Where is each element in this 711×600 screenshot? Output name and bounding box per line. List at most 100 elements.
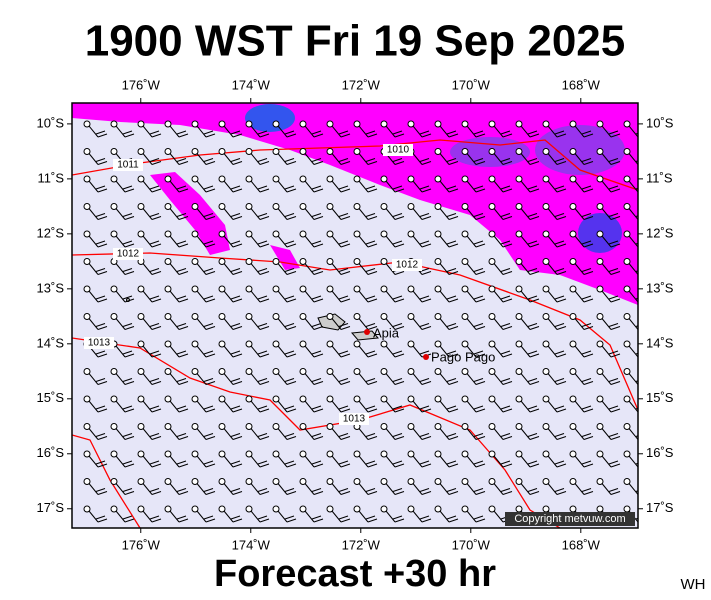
- barb-station: [299, 340, 307, 348]
- barb-staff: [358, 428, 369, 440]
- barb-feather: [365, 268, 376, 272]
- barb-station: [272, 148, 280, 155]
- barb-feather: [500, 295, 511, 300]
- wind-barb: [569, 395, 594, 413]
- barb-station: [137, 423, 145, 430]
- barb-staff: [520, 180, 531, 193]
- barb-staff: [601, 125, 612, 138]
- barb-feather: [313, 353, 324, 358]
- wind-barb: [569, 340, 594, 358]
- wind-barb: [353, 258, 378, 275]
- wind-barb: [434, 258, 459, 275]
- barb-feather: [610, 298, 621, 303]
- barb-station: [191, 120, 199, 128]
- barb-feather: [178, 463, 189, 468]
- barb-station: [83, 505, 91, 513]
- barb-feather: [203, 268, 214, 272]
- barb-feather: [527, 268, 538, 272]
- wind-barb: [380, 203, 405, 220]
- copyright: Copyright metvuw.com: [514, 513, 625, 525]
- barb-staff: [142, 153, 153, 165]
- x-tick-label: 174˚W: [232, 77, 271, 92]
- barb-feather: [394, 271, 405, 275]
- wind-barb: [623, 395, 638, 413]
- barb-staff: [142, 125, 153, 138]
- barb-feather: [448, 188, 459, 193]
- barb-station: [434, 175, 442, 183]
- barb-feather: [637, 466, 638, 467]
- barb-staff: [412, 153, 423, 165]
- barb-feather: [527, 405, 538, 410]
- barb-station: [272, 203, 280, 210]
- wind-barb: [515, 423, 540, 440]
- barb-feather: [556, 216, 567, 220]
- isobar-label: 1012: [396, 260, 419, 271]
- y-tick-label: 16˚S: [646, 445, 674, 460]
- barb-staff: [223, 428, 234, 440]
- barb-staff: [601, 208, 612, 220]
- barb-feather: [205, 381, 216, 385]
- wind-barb: [326, 450, 351, 468]
- barb-staff: [196, 373, 207, 385]
- barb-station: [461, 395, 469, 403]
- barb-feather: [421, 518, 432, 523]
- barb-station: [191, 450, 199, 458]
- barb-feather: [500, 460, 511, 465]
- barb-feather: [313, 463, 324, 468]
- barb-feather: [122, 460, 133, 465]
- barb-feather: [203, 515, 214, 520]
- barb-staff: [466, 318, 477, 330]
- barb-station: [326, 478, 334, 485]
- barb-feather: [232, 491, 243, 495]
- barb-station: [569, 423, 577, 430]
- x-tick-label: 170˚W: [452, 537, 491, 552]
- barb-feather: [311, 185, 322, 190]
- barb-station: [407, 505, 415, 513]
- barb-feather: [178, 436, 189, 440]
- barb-station: [380, 230, 388, 238]
- barb-station: [596, 368, 604, 375]
- barb-feather: [286, 436, 297, 440]
- barb-feather: [338, 460, 349, 465]
- barb-staff: [196, 290, 207, 303]
- barb-staff: [412, 345, 423, 358]
- barb-staff: [169, 290, 180, 303]
- barb-staff: [493, 290, 504, 303]
- barb-station: [245, 120, 253, 128]
- barb-feather: [259, 491, 270, 495]
- wind-barb: [110, 478, 135, 495]
- barb-staff: [142, 263, 153, 275]
- barb-staff: [439, 235, 450, 248]
- barb-feather: [286, 161, 297, 165]
- barb-staff: [304, 400, 315, 413]
- barb-feather: [232, 518, 243, 523]
- barb-staff: [385, 483, 396, 495]
- barb-staff: [439, 153, 450, 165]
- barb-feather: [311, 460, 322, 465]
- barb-feather: [554, 268, 565, 272]
- barb-station: [542, 175, 550, 183]
- barb-feather: [338, 433, 349, 437]
- wind-barb: [299, 258, 324, 275]
- wind-barb: [488, 423, 513, 440]
- barb-staff: [466, 345, 477, 358]
- y-tick-label: 17˚S: [646, 500, 674, 515]
- barb-staff: [304, 235, 315, 248]
- barb-station: [434, 148, 442, 155]
- barb-feather: [637, 246, 638, 247]
- wind-barb: [515, 450, 540, 468]
- barb-feather: [149, 515, 160, 520]
- barb-feather: [203, 213, 214, 217]
- barb-staff: [223, 455, 234, 468]
- barb-station: [461, 478, 469, 485]
- barb-station: [299, 395, 307, 403]
- barb-staff: [331, 153, 342, 165]
- barb-feather: [365, 460, 376, 465]
- barb-staff: [223, 400, 234, 413]
- barb-station: [353, 230, 361, 238]
- title: 1900 WST Fri 19 Sep 2025: [85, 17, 626, 66]
- barb-station: [461, 450, 469, 458]
- barb-feather: [421, 216, 432, 220]
- wind-barb: [461, 423, 486, 440]
- barb-staff: [142, 373, 153, 385]
